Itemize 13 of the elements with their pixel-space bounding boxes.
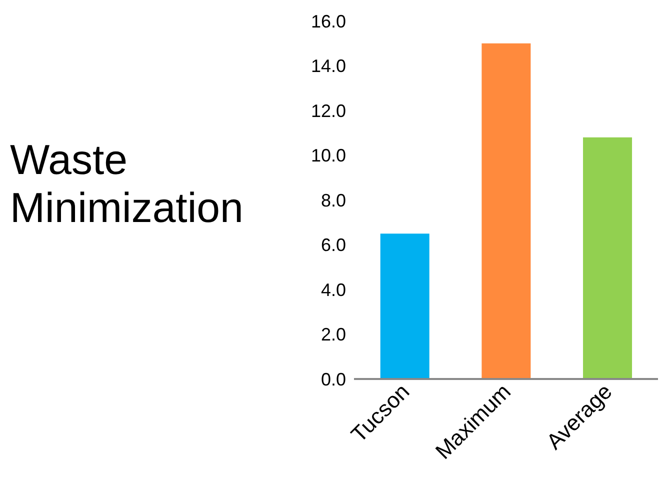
y-tick-label: 12.0 <box>310 100 346 121</box>
y-axis-title: Waste Minimization <box>10 136 244 232</box>
bar <box>583 137 632 379</box>
bar <box>380 234 430 379</box>
y-tick-label: 2.0 <box>320 324 346 345</box>
y-tick-label: 4.0 <box>320 280 346 300</box>
y-tick-label: 14.0 <box>310 56 346 76</box>
y-tick-label: 16.0 <box>310 11 346 32</box>
y-tick-label: 6.0 <box>320 235 346 256</box>
y-tick-label: 8.0 <box>320 190 346 210</box>
y-tick-label: 0.0 <box>320 369 346 390</box>
bar <box>482 43 531 379</box>
y-tick-label: 10.0 <box>310 146 346 166</box>
